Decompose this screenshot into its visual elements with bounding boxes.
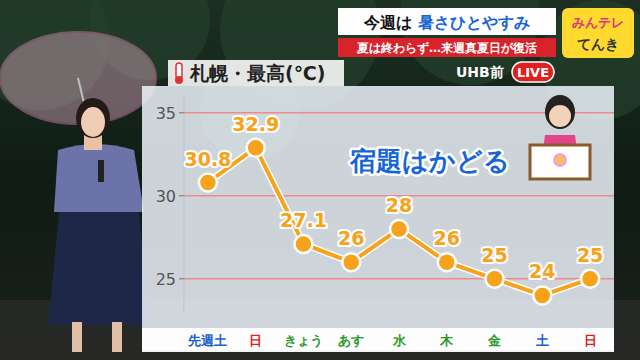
live: LIVE (517, 65, 549, 80)
data-label: 26 (338, 227, 364, 249)
mascot-face (549, 105, 571, 127)
mascot-sign (530, 145, 590, 179)
y-tick (179, 195, 184, 196)
y-tick-label: 35 (156, 104, 176, 123)
data-line (208, 148, 590, 296)
x-tick-label: 木 (439, 333, 454, 348)
mascot-flower (553, 153, 567, 167)
data-label: 24 (529, 260, 555, 282)
stage: 今週は 暑さひとやすみ夏は終わらず…来週真夏日が復活 みんテレてんき UHB前 LIV… (0, 0, 640, 360)
data-point (294, 235, 312, 253)
y-tick-label: 25 (156, 270, 176, 289)
data-point (247, 139, 265, 157)
data-label: 32.9 (232, 113, 279, 135)
face (81, 107, 105, 137)
x-tick-label: 土 (535, 333, 549, 348)
headline-prefix: 今週は (363, 13, 418, 32)
mascot-hair (545, 95, 575, 129)
live-badge (512, 62, 554, 82)
x-tick-label: 金 (487, 333, 502, 348)
data-label: 27.1 (280, 209, 327, 231)
y-tick (179, 112, 184, 113)
logo-box (562, 8, 634, 58)
data-label: 25 (481, 244, 507, 266)
skirt (48, 205, 150, 325)
x-tick-label: 先週土 (187, 333, 227, 348)
x-tick-label: あす (338, 333, 364, 348)
x-tick-label: 日 (584, 333, 597, 348)
headline: 今週は 暑さひとやすみ (363, 13, 530, 32)
data-point (438, 253, 456, 271)
data-point (581, 270, 599, 288)
data-point (199, 174, 217, 192)
x-tick-label: きょう (284, 333, 323, 348)
data-point (486, 270, 504, 288)
thermometer-bulb (175, 76, 183, 84)
data-label: 26 (434, 227, 460, 249)
x-tick-label: 水 (392, 333, 407, 348)
headline-main: 暑さひとやすみ (417, 13, 530, 32)
y-tick (179, 278, 184, 279)
subhead: 夏は終わらず…来週真夏日が復活 (356, 41, 537, 55)
data-label: 25 (577, 244, 603, 266)
mascot-flower-center (557, 157, 563, 163)
logo-bottom: てんき (577, 36, 619, 52)
data-label: 28 (386, 194, 412, 216)
leg (112, 322, 122, 352)
headline-box (338, 8, 556, 35)
plot-panel (142, 86, 614, 350)
x-tick-label: 日 (249, 333, 262, 348)
blouse (54, 144, 144, 212)
microphone (98, 160, 104, 182)
logo-top: みんテレ (572, 15, 624, 30)
leg (72, 322, 82, 352)
category-strip (142, 328, 614, 352)
data-label: 30.8 (184, 148, 231, 170)
y-tick-label: 30 (156, 187, 176, 206)
y-axis-line (184, 96, 185, 312)
data-point (390, 220, 408, 238)
title-box (168, 60, 344, 86)
data-group (199, 139, 599, 305)
data-point (342, 253, 360, 271)
annotation: 宿題はかどる (349, 146, 510, 176)
chart-title: 札幌・最高(℃) (189, 62, 325, 84)
data-point (533, 286, 551, 304)
line-halo (208, 148, 590, 296)
subhead-box (338, 38, 556, 57)
mascot-icon (530, 95, 590, 179)
hair (76, 98, 110, 138)
location: UHB前 (456, 64, 504, 80)
presenter (0, 32, 156, 352)
